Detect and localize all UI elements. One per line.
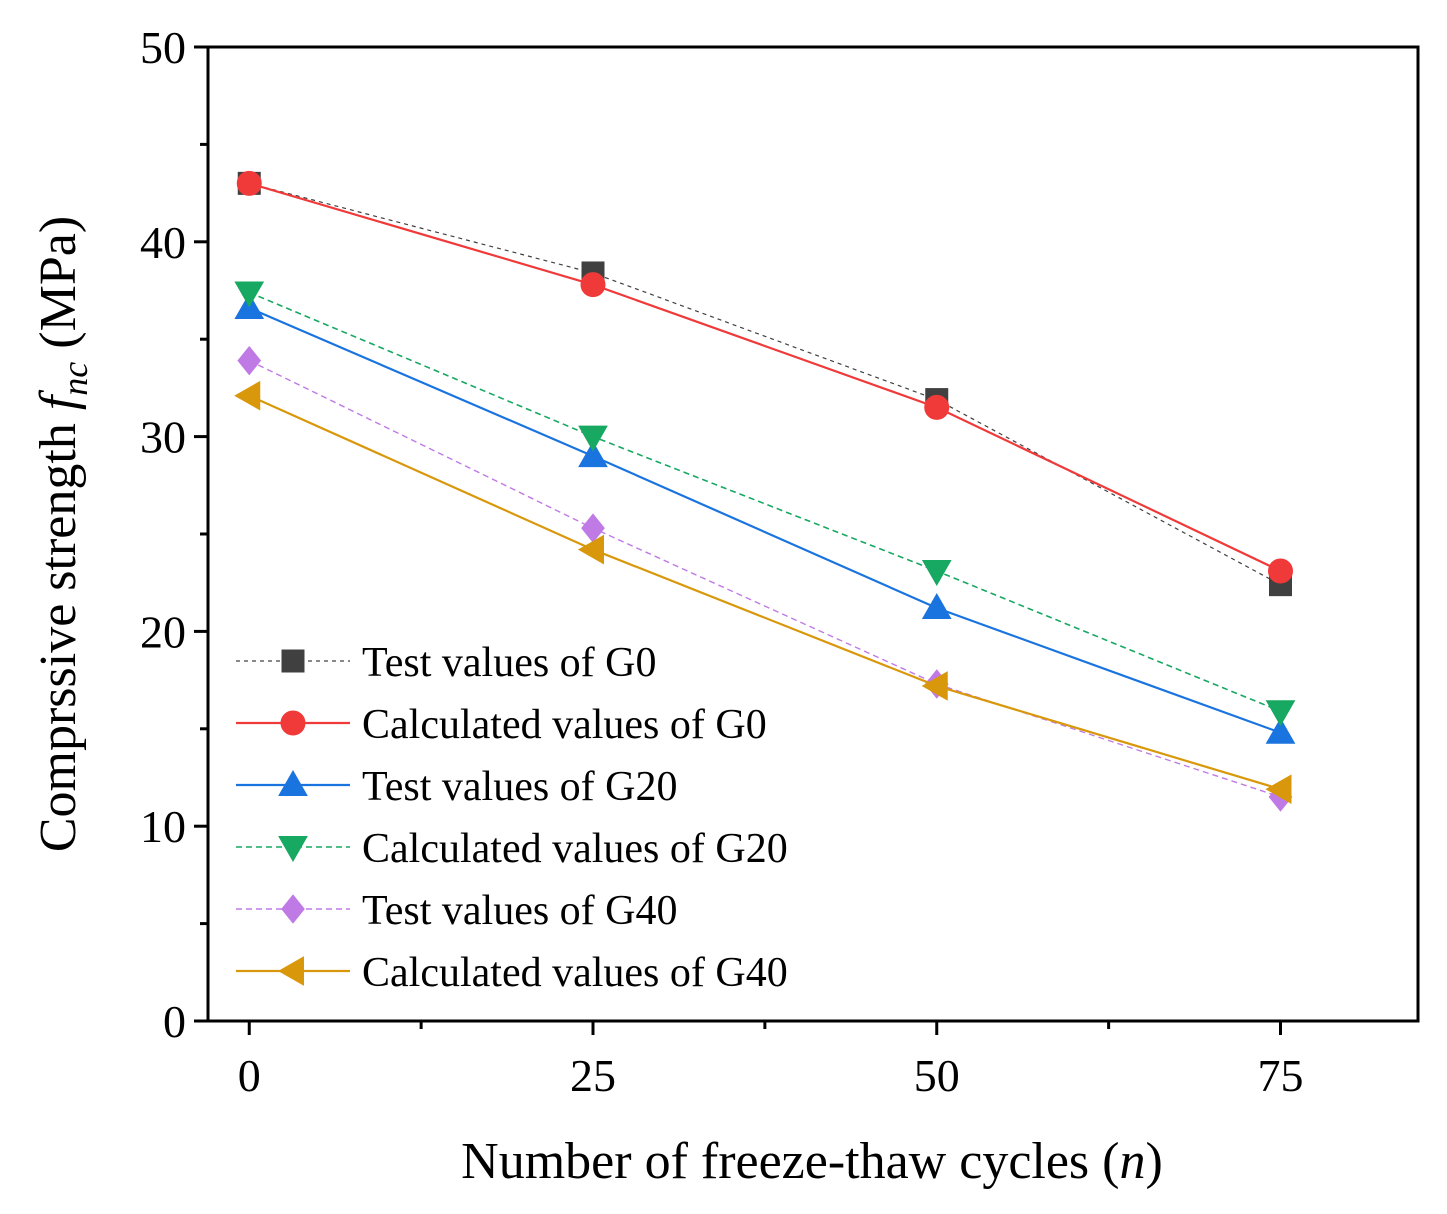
legend-label: Calculated values of G40 <box>362 950 788 996</box>
series-line <box>248 394 1281 791</box>
data-point <box>1265 700 1296 727</box>
legend-marker <box>278 769 308 796</box>
data-point <box>234 380 261 411</box>
axes-layer: 0 10 20 30 40 50 0 25 50 75 <box>140 22 1420 1101</box>
data-point <box>921 593 952 620</box>
legend: Test values of G0 Calculated values of G0… <box>236 640 788 996</box>
legend-entry: Test values of G0 <box>236 640 657 686</box>
data-point <box>237 345 262 376</box>
data-point <box>578 425 608 452</box>
data-point <box>234 281 265 308</box>
plot-frame <box>206 45 1420 1023</box>
legend-marker <box>277 956 304 986</box>
y-axis-title: Comprssive strength fnc (MPa) <box>30 216 95 852</box>
data-point <box>578 441 608 468</box>
series-layer <box>234 170 1296 812</box>
series-4 <box>234 281 1296 727</box>
data-point <box>236 170 262 196</box>
y-tick-label: 20 <box>140 606 186 657</box>
legend-entry: Calculated values of G40 <box>236 950 788 996</box>
data-point <box>924 394 950 420</box>
series-6 <box>234 380 1292 805</box>
x-axis-title: Number of freeze-thaw cycles (n) <box>461 1133 1163 1190</box>
data-point <box>1265 774 1292 805</box>
data-point <box>1265 717 1296 744</box>
data-point <box>921 560 952 587</box>
legend-marker <box>280 710 306 736</box>
x-tick-label: 50 <box>914 1050 960 1101</box>
series-line <box>248 307 1281 734</box>
data-point <box>577 534 604 565</box>
series-line <box>248 182 1281 573</box>
y-tick-label: 0 <box>163 996 186 1047</box>
legend-marker <box>281 894 305 924</box>
series-line <box>249 182 1281 586</box>
legend-marker <box>278 836 308 863</box>
legend-entry: Test values of G20 <box>236 764 678 810</box>
x-tick-label: 75 <box>1258 1050 1304 1101</box>
y-tick-label: 40 <box>140 217 186 268</box>
data-point <box>921 671 948 701</box>
data-point <box>580 272 606 298</box>
series-line <box>248 359 1281 798</box>
legend-marker <box>281 649 305 673</box>
legend-label: Test values of G0 <box>362 640 657 686</box>
series-2 <box>236 170 1293 584</box>
legend-entry: Calculated values of G20 <box>236 826 788 872</box>
data-point <box>1268 558 1293 584</box>
legend-label: Test values of G20 <box>362 764 678 810</box>
x-tick-label: 25 <box>570 1050 616 1101</box>
y-tick-label: 30 <box>140 412 186 463</box>
legend-entry: Test values of G40 <box>236 888 678 934</box>
y-tick-label: 50 <box>140 22 186 73</box>
legend-label: Calculated values of G20 <box>362 826 788 872</box>
legend-label: Test values of G40 <box>362 888 678 934</box>
y-tick-label: 10 <box>140 801 186 852</box>
legend-entry: Calculated values of G0 <box>236 702 767 748</box>
legend-label: Calculated values of G0 <box>362 702 767 748</box>
x-tick-label: 0 <box>238 1050 261 1101</box>
